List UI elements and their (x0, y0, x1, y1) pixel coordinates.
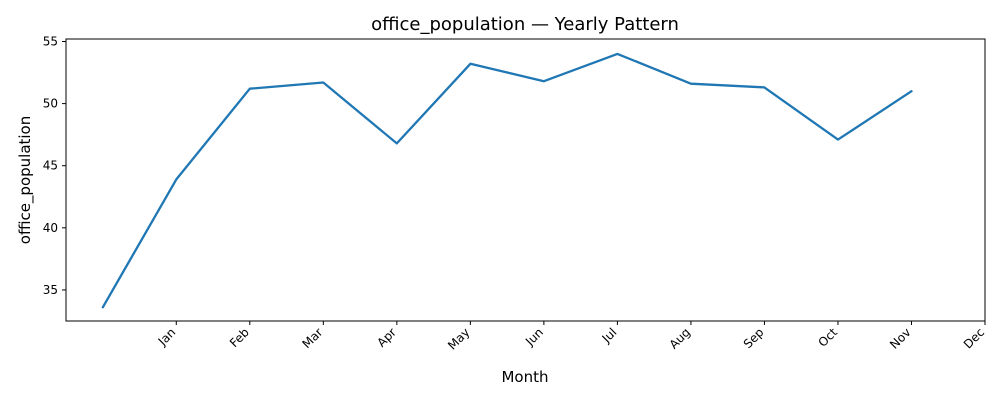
x-tick-label: Apr (374, 325, 399, 350)
x-tick-label: Jan (155, 325, 179, 349)
plot-frame (65, 38, 986, 322)
series-line (101, 52, 913, 309)
x-tick-label: Jun (522, 325, 546, 349)
x-tick-label: Jul (599, 325, 620, 346)
y-tick-label: 35 (43, 283, 58, 297)
y-tick-label: 40 (43, 221, 58, 235)
y-tick-label: 45 (43, 159, 58, 173)
chart-title: office_population — Yearly Pattern (371, 14, 679, 35)
x-tick-label: Oct (816, 325, 841, 350)
y-axis-label: office_population (16, 116, 35, 244)
x-axis-label: Month (501, 368, 548, 386)
x-tick-label: Dec (961, 325, 987, 351)
x-tick-label: May (445, 325, 472, 352)
x-tick-label: Feb (227, 325, 252, 350)
x-tick-label: Sep (741, 325, 767, 351)
x-tick-label: Aug (667, 325, 693, 351)
x-tick-label: Nov (887, 325, 913, 351)
y-tick-label: 55 (43, 34, 58, 48)
x-tick-label: Mar (300, 325, 326, 351)
plot-area: 35 40 45 50 55 Jan Feb Mar Apr May Jun Jul Aug Sep Oct… (43, 34, 987, 352)
y-tick-label: 50 (43, 97, 58, 111)
